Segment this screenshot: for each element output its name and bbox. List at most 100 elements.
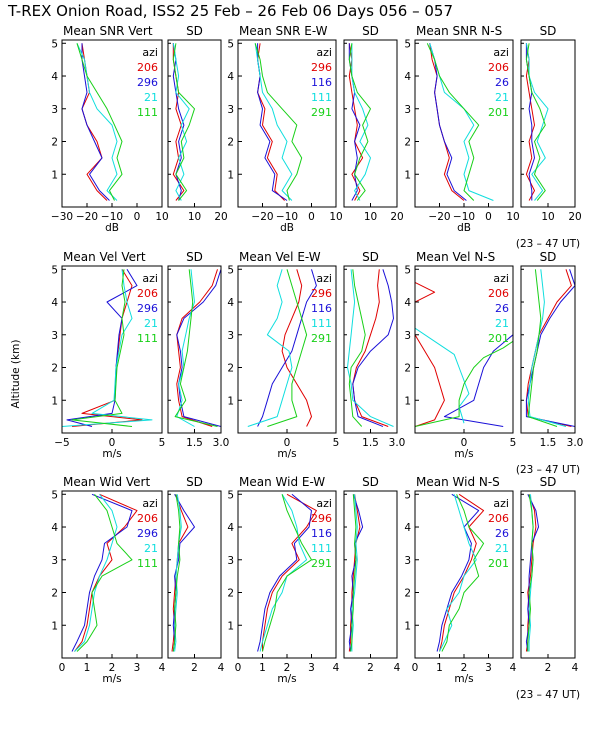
series-vel-ew-sd-116-blue: [352, 269, 394, 427]
panel-snr-vert-sd: SD 10 20: [167, 24, 228, 223]
series-snr-ew-sd-111-cyan: [351, 43, 371, 201]
legend-entry-201: 201: [488, 557, 509, 570]
series-wid-ns-26-blue: [436, 493, 480, 652]
series-wid-vert-sd-296-blue: [172, 494, 195, 652]
y-tick-label: 2: [227, 137, 234, 149]
legend-entry-201: 201: [488, 332, 509, 345]
panel-title: SD: [362, 24, 379, 38]
legend-header: azi: [316, 272, 332, 285]
ut-note-row-1: (23 – 47 UT): [516, 238, 580, 250]
altitude-axis-label: Altitude (km): [10, 340, 22, 409]
panel-title: Mean SNR N-S: [416, 24, 502, 38]
panel-snr-ns-sd: SD 10 20: [520, 24, 582, 223]
panel-snr-ew-sd: SD 10 20: [343, 24, 404, 223]
x-tick-label: 0: [485, 211, 492, 223]
x-tick-label: 0: [412, 662, 419, 674]
legend-entry-116: 116: [311, 527, 332, 540]
x-tick-label: 3.0: [389, 437, 406, 449]
x-axis-label: dB: [280, 222, 294, 234]
series-wid-vert-206-red: [74, 493, 138, 652]
series-wid-vert-sd-111-green: [172, 494, 181, 652]
x-tick-label: −10: [453, 211, 475, 223]
y-tick-label: 4: [51, 297, 58, 309]
series-vel-ew-296-red: [281, 269, 312, 427]
legend-entry-26: 26: [495, 76, 509, 89]
y-tick-label: 4: [51, 522, 58, 534]
x-tick-label: 10: [188, 211, 201, 223]
panel-title: Mean Wid E-W: [239, 475, 325, 489]
y-tick-label: 1: [51, 395, 58, 407]
legend-entry-111: 111: [137, 332, 158, 345]
panel-title: Mean Vel N-S: [416, 250, 495, 264]
legend-entry-291: 291: [311, 332, 332, 345]
series-snr-ns-sd-206-red: [525, 43, 535, 201]
y-tick-label: 5: [51, 489, 58, 501]
legend-entry-201: 201: [488, 106, 509, 119]
x-tick-label: 2: [191, 662, 198, 674]
x-tick-label: 3: [308, 662, 315, 674]
legend-entry-21: 21: [144, 91, 158, 104]
x-axis-label: m/s: [454, 448, 473, 460]
legend-header: azi: [142, 46, 158, 59]
x-axis-label: m/s: [102, 448, 121, 460]
series-vel-vert-sd-21-cyan: [176, 269, 195, 427]
legend-entry-296: 296: [311, 61, 332, 74]
x-tick-label: 0: [308, 211, 315, 223]
legend-entry-116: 116: [311, 302, 332, 315]
x-tick-label: 10: [364, 211, 377, 223]
series-vel-ns-26-blue: [443, 334, 513, 427]
legend-entry-26: 26: [495, 527, 509, 540]
y-tick-label: 5: [51, 38, 58, 50]
legend-header: azi: [493, 272, 509, 285]
panel-snr-ew: Mean SNR E-W 1 2 3 4 5 −20 −10 0 10 dB azi 296 116 111…: [227, 24, 342, 234]
legend-header: azi: [493, 497, 509, 510]
legend-entry-206: 206: [488, 512, 509, 525]
x-tick-label: 3.0: [213, 437, 230, 449]
x-tick-label: 3.0: [567, 437, 584, 449]
series-snr-ew-291-green: [254, 43, 303, 201]
x-tick-label: 4: [572, 662, 579, 674]
x-tick-label: 3: [485, 662, 492, 674]
series-snr-vert-sd-21-cyan: [172, 43, 190, 201]
x-tick-label: 1: [84, 662, 91, 674]
y-tick-label: 3: [227, 104, 234, 116]
legend-entry-291: 291: [311, 557, 332, 570]
x-tick-label: 0: [134, 211, 141, 223]
x-tick-label: −5: [54, 437, 69, 449]
series-wid-vert-296-blue: [71, 493, 133, 652]
x-tick-label: 3: [134, 662, 141, 674]
panel-snr-ns: Mean SNR N-S 1 2 3 4 5 −20 −10 0 10 dB azi 206 26 21 20…: [404, 24, 519, 234]
panel-vel-vert: Mean Vel Vert 1 2 3 4 5 −5 0 5 m/s azi 206 296 21 111: [51, 250, 165, 460]
legend-entry-206: 206: [488, 61, 509, 74]
panel-title: SD: [540, 250, 557, 264]
figure-title: T-REX Onion Road, ISS2 25 Feb – 26 Feb 0…: [7, 2, 453, 20]
series-vel-ns-sd-26-blue: [525, 269, 575, 427]
panel-title: SD: [362, 475, 379, 489]
y-tick-label: 4: [51, 71, 58, 83]
x-tick-label: −10: [276, 211, 298, 223]
panel-title: Mean Vel E-W: [239, 250, 321, 264]
x-tick-label: 4: [333, 662, 340, 674]
series-snr-ew-111-cyan: [254, 43, 293, 201]
y-tick-label: 2: [404, 137, 411, 149]
legend-header: azi: [316, 497, 332, 510]
legend-entry-296: 296: [137, 302, 158, 315]
series-wid-ew-sd-291-green: [350, 494, 357, 652]
x-tick-label: 2: [545, 662, 552, 674]
y-tick-label: 2: [227, 588, 234, 600]
legend-entry-111: 111: [311, 317, 332, 330]
x-tick-label: 5: [333, 437, 340, 449]
legend-entry-111: 111: [311, 91, 332, 104]
legend-header: azi: [142, 272, 158, 285]
panel-vel-ns-sd: SD 1.5 3.0: [520, 250, 584, 449]
series-wid-ew-116-blue: [257, 493, 312, 652]
series-vel-ew-116-blue: [257, 269, 317, 427]
x-tick-label: 1: [436, 662, 443, 674]
series-vel-vert-21-cyan: [62, 269, 153, 427]
series-vel-ew-sd-111-cyan: [347, 269, 394, 427]
panel-title: Mean Wid N-S: [416, 475, 500, 489]
panel-title: SD: [540, 475, 557, 489]
series-snr-ns-201-green: [426, 43, 480, 201]
x-tick-label: 0: [461, 437, 468, 449]
